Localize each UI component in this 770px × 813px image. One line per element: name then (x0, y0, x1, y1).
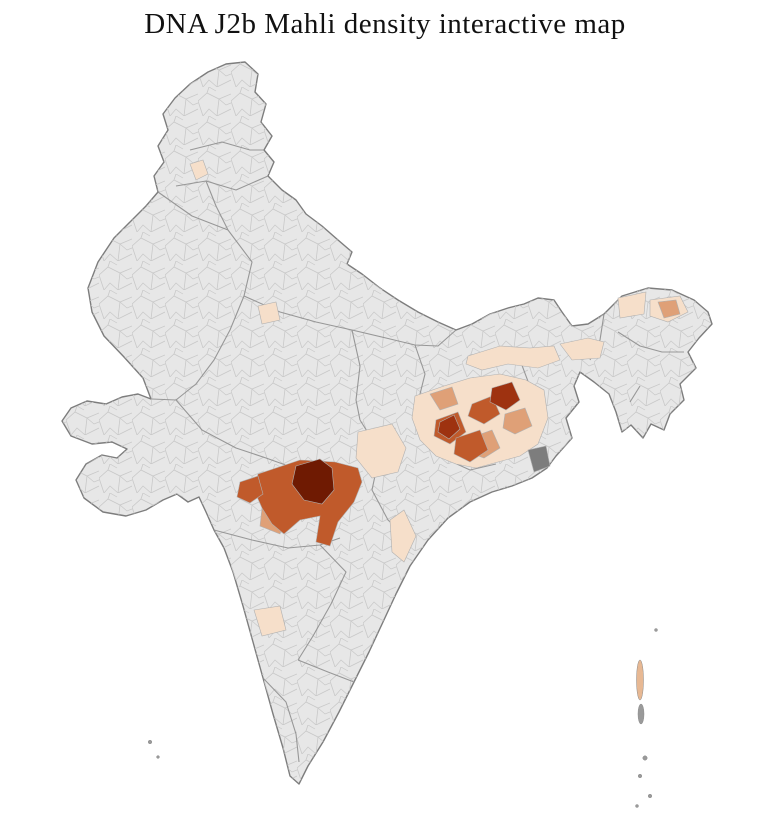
district-central-west[interactable] (236, 475, 264, 504)
district-northeast-mid[interactable] (657, 299, 681, 319)
district-jharkhand-mid-2[interactable] (453, 429, 489, 463)
island-dot-1[interactable] (642, 755, 648, 761)
district-jharkhand-dark-east[interactable] (489, 381, 521, 411)
island-dot-2[interactable] (637, 773, 643, 779)
district-central-core-darkest[interactable] (291, 458, 335, 505)
district-up-faint[interactable] (257, 301, 281, 325)
island-andaman-north[interactable] (636, 659, 644, 701)
district-bihar-band-faint[interactable] (465, 345, 561, 371)
district-jharkhand-dark-west[interactable] (437, 414, 461, 440)
district-mesh-overlay (62, 62, 712, 784)
islands (147, 628, 658, 808)
district-himachal-faint[interactable] (189, 159, 209, 181)
island-lakshadweep-2[interactable] (156, 755, 160, 759)
island-andaman-south[interactable] (637, 703, 645, 725)
district-jharkhand-light-3[interactable] (429, 386, 459, 411)
island-dot-3[interactable] (647, 793, 653, 799)
district-west-odisha-faint[interactable] (355, 423, 407, 479)
island-dot-4[interactable] (635, 804, 639, 808)
district-northeast-faint-1[interactable] (617, 291, 647, 319)
district-kolkata-gray[interactable] (527, 445, 551, 473)
district-telangana-faint[interactable] (253, 605, 287, 637)
island-small-east[interactable] (654, 628, 658, 632)
district-odisha-coast-faint[interactable] (389, 509, 417, 563)
page-title: DNA J2b Mahli density interactive map (144, 8, 626, 40)
density-regions (189, 159, 689, 637)
district-assam-faint[interactable] (559, 337, 605, 361)
district-central-cluster-base[interactable] (253, 459, 363, 547)
island-lakshadweep-1[interactable] (147, 739, 153, 745)
district-jharkhand-light-2[interactable] (502, 407, 533, 435)
